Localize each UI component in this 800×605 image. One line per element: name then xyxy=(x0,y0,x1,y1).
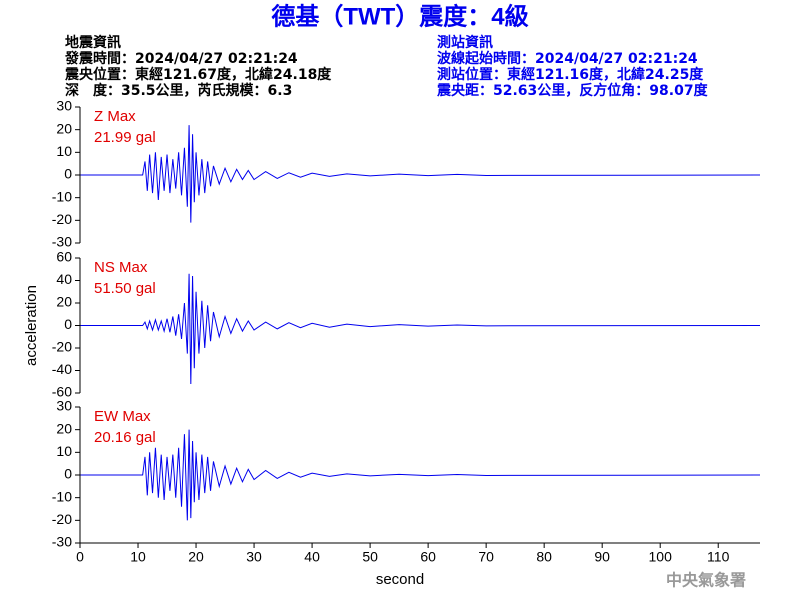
x-tick-label: 30 xyxy=(246,549,262,565)
y-tick-label: -20 xyxy=(52,211,72,227)
y-tick-label: 0 xyxy=(64,466,72,482)
y-tick-label: 20 xyxy=(56,420,72,436)
panel-label: EW Max xyxy=(94,408,151,425)
x-tick-label: 10 xyxy=(130,549,146,565)
y-tick-label: -40 xyxy=(52,361,72,377)
x-tick-label: 0 xyxy=(76,549,84,565)
info: 測站位置：東經121.16度，北緯24.25度 xyxy=(437,66,704,83)
info: 地震資訊 xyxy=(65,34,121,51)
x-tick-label: 50 xyxy=(362,549,378,565)
y-tick-label: 20 xyxy=(56,120,72,136)
y-tick-label: -60 xyxy=(52,384,72,400)
y-tick-label: 10 xyxy=(56,143,72,159)
x-axis-label: second xyxy=(376,571,424,588)
y-tick-label: -30 xyxy=(52,534,72,550)
y-tick-label: 0 xyxy=(64,316,72,332)
info: 震央距：52.63公里，反方位角：98.07度 xyxy=(436,82,709,99)
info: 深 度：35.5公里，芮氏規模：6.3 xyxy=(65,82,292,99)
x-tick-label: 60 xyxy=(420,549,436,565)
trace xyxy=(80,125,761,223)
y-tick-label: -10 xyxy=(52,188,72,204)
y-tick-label: 0 xyxy=(64,166,72,182)
trace xyxy=(80,273,761,385)
x-tick-label: 70 xyxy=(478,549,494,565)
y-tick-label: -30 xyxy=(52,234,72,250)
x-tick-label: 40 xyxy=(304,549,320,565)
panel-label: NS Max xyxy=(94,259,148,276)
info: 波線起始時間：2024/04/27 02:21:24 xyxy=(437,50,698,67)
y-tick-label: -20 xyxy=(52,339,72,355)
y-tick-label: 60 xyxy=(56,249,72,265)
info: 震央位置：東經121.67度，北緯24.18度 xyxy=(64,66,332,83)
y-tick-label: 30 xyxy=(56,398,72,414)
x-tick-label: 20 xyxy=(188,549,204,565)
y-tick-label: 40 xyxy=(56,271,72,287)
y-tick-label: 10 xyxy=(56,443,72,459)
panel-label: Z Max xyxy=(94,108,136,125)
x-tick-label: 80 xyxy=(536,549,552,565)
max-label: 20.16 gal xyxy=(94,429,156,446)
info: 發震時間：2024/04/27 02:21:24 xyxy=(64,50,298,67)
y-tick-label: -20 xyxy=(52,511,72,527)
x-tick-label: 90 xyxy=(594,549,610,565)
y-axis-label: acceleration xyxy=(23,285,40,366)
max-label: 21.99 gal xyxy=(94,129,156,146)
y-tick-label: -10 xyxy=(52,488,72,504)
footer: 中央氣象署 xyxy=(666,571,746,590)
y-tick-label: 30 xyxy=(56,98,72,114)
y-tick-label: 20 xyxy=(56,294,72,310)
title: 德基（TWT）震度：4級 xyxy=(271,2,528,30)
x-tick-label: 110 xyxy=(707,549,730,565)
x-tick-label: 100 xyxy=(649,549,673,565)
max-label: 51.50 gal xyxy=(94,280,156,297)
trace xyxy=(80,429,761,521)
info: 測站資訊 xyxy=(437,34,493,51)
